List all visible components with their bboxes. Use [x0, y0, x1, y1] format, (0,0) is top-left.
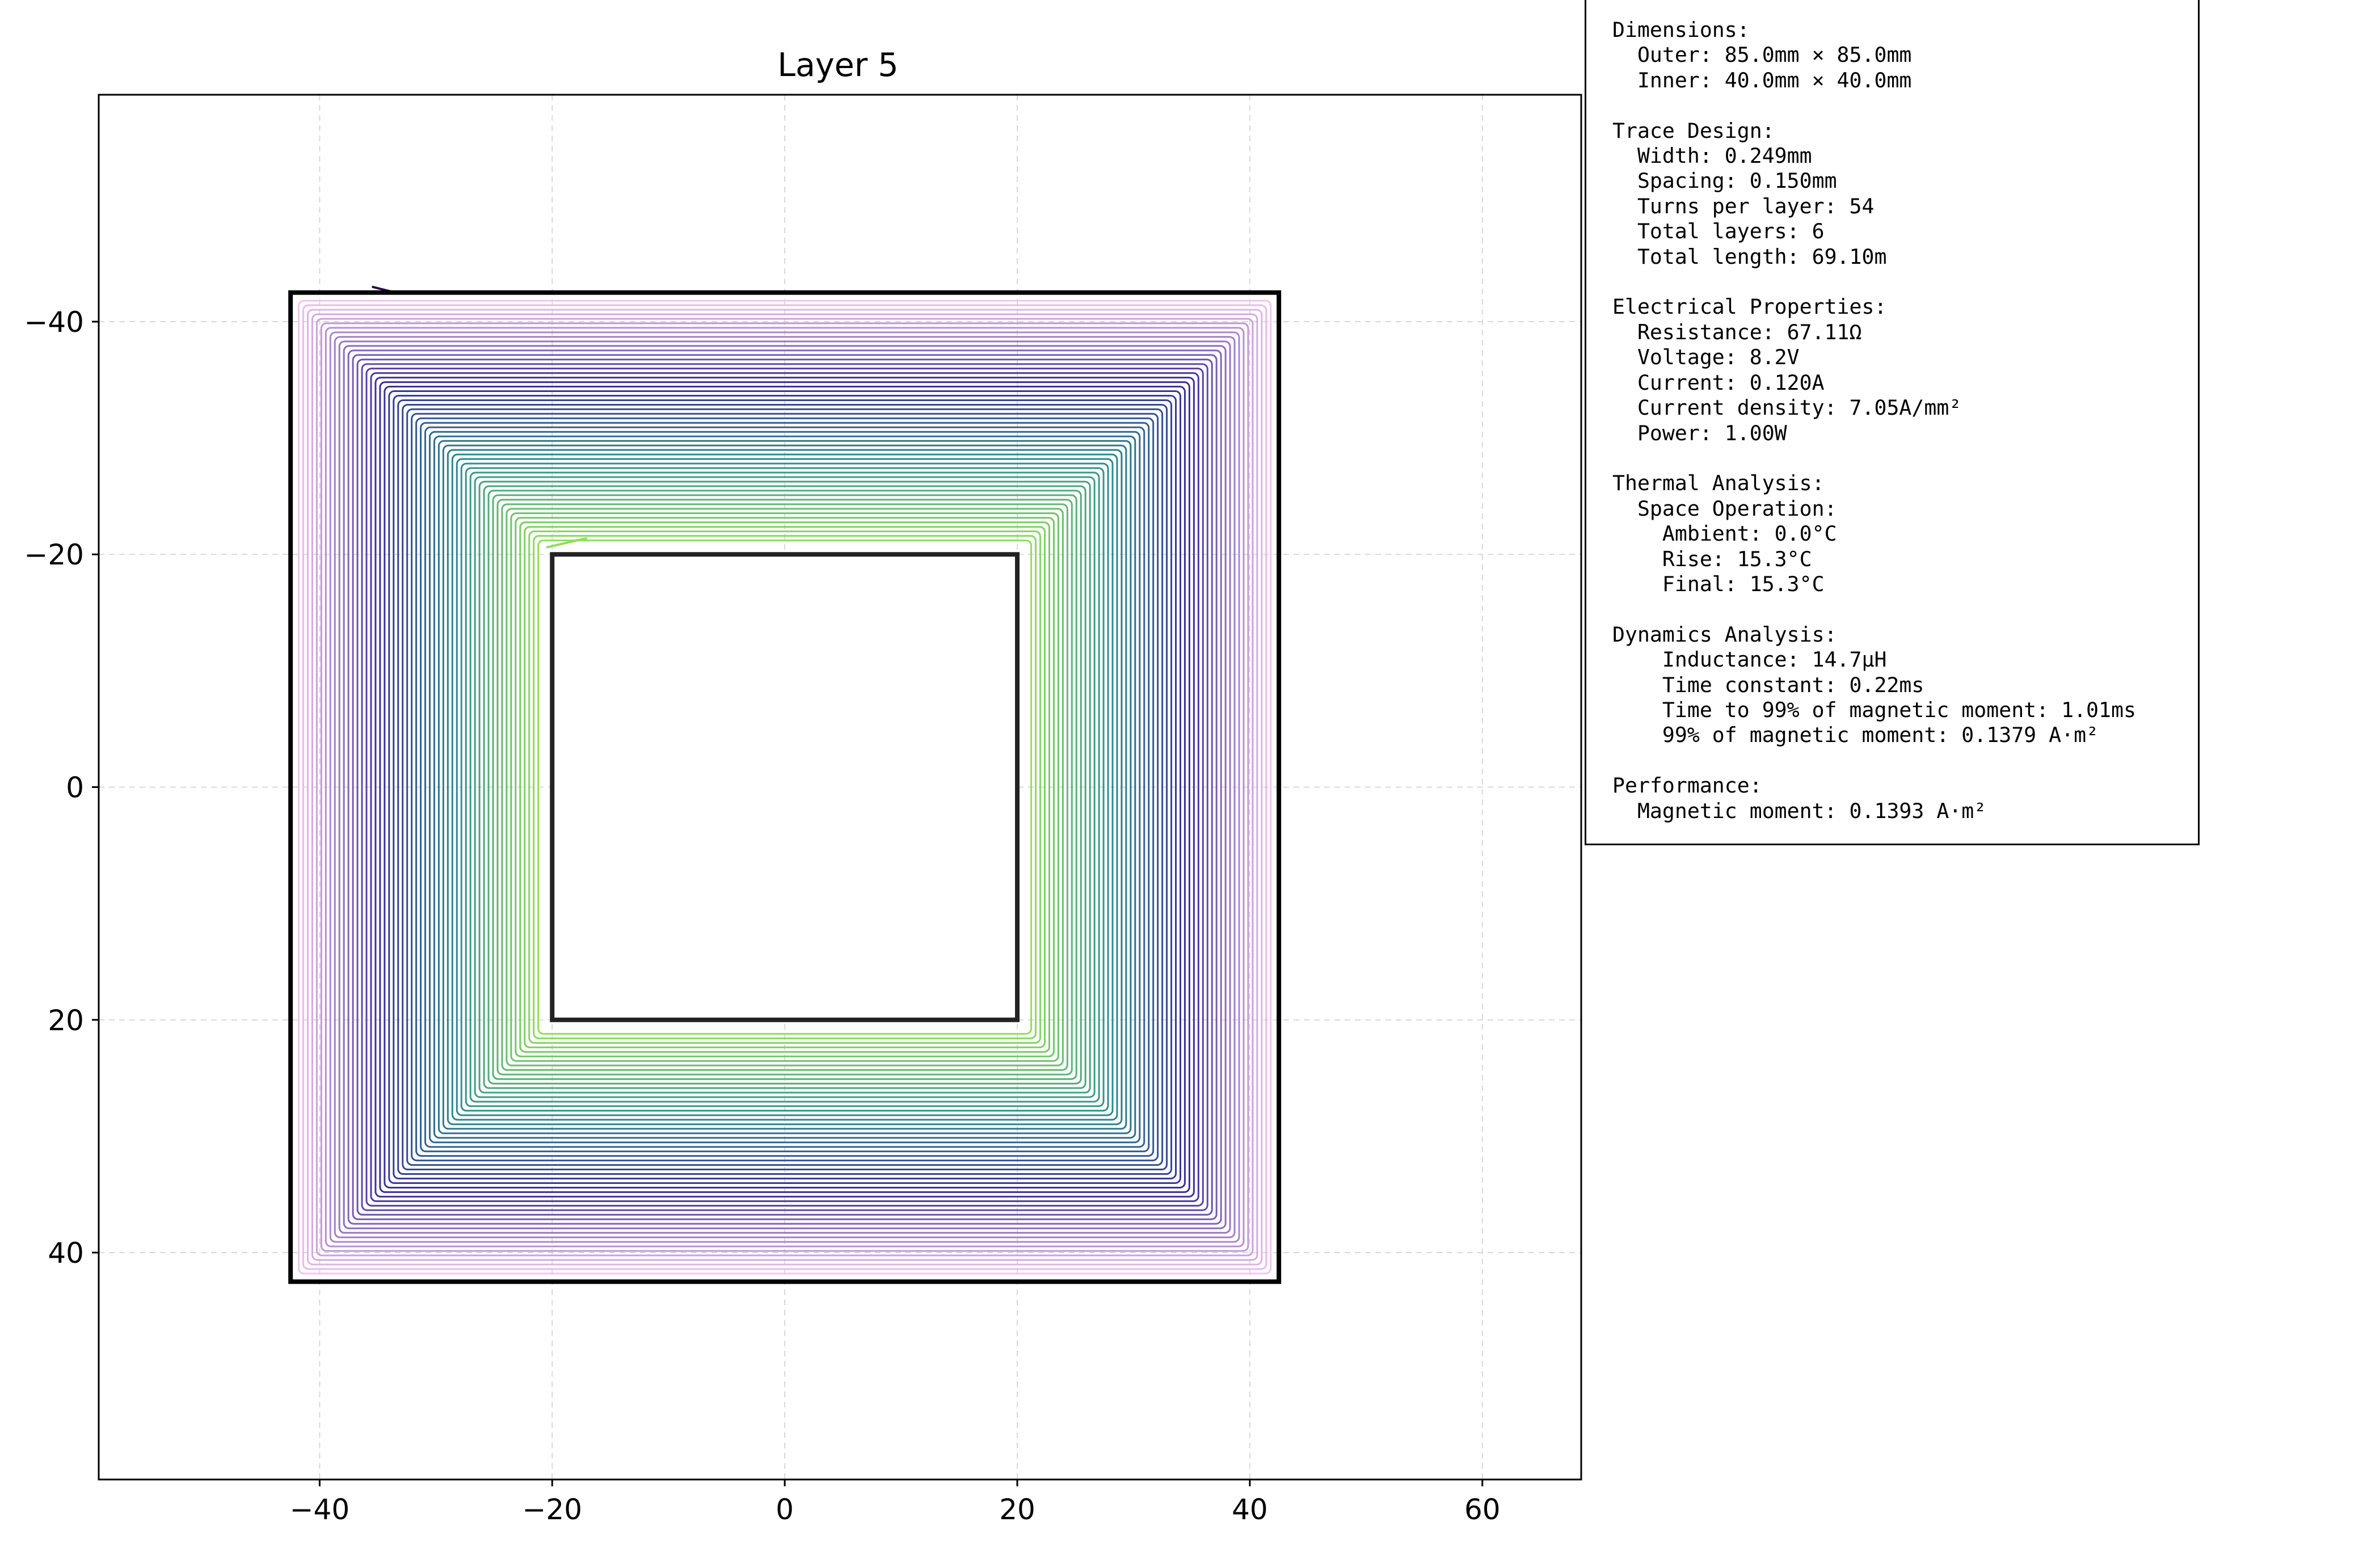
y-tick-label: 20 — [48, 1004, 84, 1037]
coil-turn — [515, 517, 1055, 1057]
coil-turn — [415, 417, 1155, 1157]
x-tick-label: 40 — [1232, 1493, 1268, 1526]
chart-title: Layer 5 — [777, 47, 898, 84]
coil-turn — [451, 453, 1118, 1121]
coil-turn — [456, 458, 1114, 1116]
coil-turn — [402, 403, 1168, 1171]
coil-turn — [442, 444, 1127, 1130]
x-tick-label: 20 — [999, 1493, 1035, 1526]
coil-turn — [356, 359, 1213, 1216]
coil-turn — [465, 467, 1105, 1107]
coil-turn — [433, 435, 1136, 1139]
coil-lead-in — [546, 537, 588, 549]
coil-turn — [315, 318, 1254, 1257]
coil-turn — [496, 499, 1073, 1076]
coil-turn — [501, 503, 1068, 1071]
grid-lines — [99, 95, 1581, 1480]
coil-boundaries — [288, 290, 1282, 1284]
coil-turn — [420, 421, 1150, 1153]
coil-turn — [429, 431, 1141, 1144]
coil-turn — [460, 462, 1109, 1112]
y-tick-label: −20 — [24, 538, 84, 571]
coil-turn — [397, 399, 1173, 1175]
coil-turn — [311, 313, 1258, 1261]
axis-ticks: −40 −20 0 20 40 60 40 20 0 −20 −40 — [24, 306, 1500, 1526]
specifications-panel: Dimensions: Outer: 85.0mm × 85.0mm Inner… — [1585, 0, 2200, 845]
y-tick-label: 40 — [48, 1237, 84, 1270]
coil-turn — [406, 408, 1164, 1166]
outer-boundary — [288, 290, 1282, 1284]
coil-turn — [379, 381, 1190, 1193]
coil-turn — [478, 480, 1091, 1094]
coil-turn — [334, 336, 1236, 1238]
coil-turn — [524, 526, 1046, 1048]
coil-turn — [492, 494, 1077, 1080]
x-tick-label: 0 — [776, 1493, 794, 1526]
coil-turn — [469, 471, 1100, 1103]
coil-turn — [297, 300, 1272, 1275]
coil-turn — [320, 322, 1249, 1252]
x-tick-label: −40 — [290, 1493, 350, 1526]
coil-turn — [302, 304, 1267, 1270]
coil-turn — [325, 327, 1245, 1247]
coil-turn — [347, 349, 1222, 1225]
coil-turn — [338, 340, 1231, 1234]
coil-turn — [506, 508, 1064, 1067]
coil-turn — [388, 390, 1181, 1184]
coil-turn — [384, 386, 1186, 1188]
coil-turn — [474, 476, 1096, 1098]
coil-turn — [537, 539, 1033, 1035]
x-tick-label: −20 — [523, 1493, 583, 1526]
coil-turn — [483, 485, 1086, 1089]
y-tick-label: 0 — [66, 772, 84, 804]
coil-turn — [306, 309, 1263, 1266]
coil-turn — [519, 521, 1050, 1053]
x-tick-label: 60 — [1464, 1493, 1501, 1526]
coil-turn — [487, 490, 1082, 1085]
coil-turn — [365, 368, 1204, 1207]
coil-turn — [329, 331, 1240, 1243]
specifications-text: Dimensions: Outer: 85.0mm × 85.0mm Inner… — [1612, 18, 2136, 823]
coil-turn — [361, 363, 1208, 1211]
coil-turn — [533, 535, 1037, 1039]
coil-traces — [297, 285, 1272, 1275]
coil-turn — [343, 345, 1227, 1229]
y-tick-label: −40 — [24, 306, 84, 339]
coil-turn — [393, 395, 1177, 1179]
coil-turn — [352, 354, 1218, 1220]
inner-boundary — [550, 552, 1020, 1022]
coil-turn — [437, 440, 1132, 1135]
coil-turn — [510, 512, 1059, 1062]
coil-turn — [424, 426, 1145, 1148]
coil-turn — [411, 412, 1159, 1162]
coil-turn — [447, 449, 1123, 1126]
coil-turn — [374, 377, 1195, 1198]
coil-turn — [528, 530, 1042, 1044]
coil-turn — [370, 372, 1199, 1202]
